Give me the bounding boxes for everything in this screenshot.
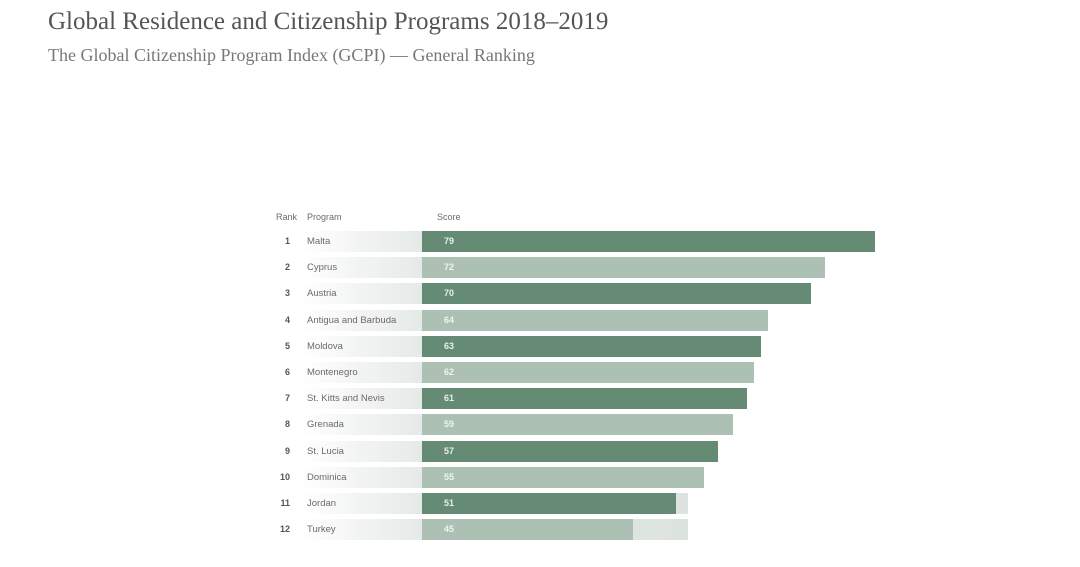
table-row: 10 Dominica 55: [270, 466, 970, 488]
program-label: St. Kitts and Nevis: [307, 393, 385, 405]
program-label: Cyprus: [307, 262, 338, 274]
program-label: Montenegro: [307, 367, 358, 378]
score-label: 70: [444, 288, 455, 299]
score-bar: 61: [422, 388, 747, 410]
table-row: 4 Antigua and Barbuda 64: [270, 309, 970, 331]
score-label: 45: [444, 524, 455, 535]
score-bar: 45: [422, 519, 633, 541]
score-label: 72: [444, 262, 455, 273]
program-label: Grenada: [307, 419, 344, 431]
header-rank: Rank: [276, 212, 298, 222]
program-label: St. Lucia: [307, 445, 344, 457]
rank-label: 3: [284, 288, 290, 299]
program-label: Austria: [307, 288, 337, 300]
score-bar: 57: [422, 440, 719, 462]
table-row: 1 Malta 79: [270, 231, 970, 252]
score-bar: 59: [422, 414, 733, 436]
score-bar: 72: [422, 257, 826, 279]
score-bar: 62: [422, 362, 755, 383]
header-program: Program: [307, 212, 342, 222]
score-label: 55: [444, 471, 455, 482]
table-row: 5 Moldova 63: [270, 335, 970, 357]
score-bar: 70: [422, 283, 811, 305]
rank-label: 9: [284, 445, 290, 456]
program-label: Dominica: [307, 471, 347, 483]
program-label: Antigua and Barbuda: [307, 314, 397, 326]
program-label: Jordan: [307, 498, 337, 509]
program-label: Moldova: [307, 340, 343, 352]
rank-label: 6: [284, 367, 290, 377]
score-label: 63: [444, 340, 455, 351]
score-label: 64: [444, 314, 455, 325]
rank-label: 4: [284, 314, 290, 325]
program-label: Turkey: [307, 524, 336, 536]
header-score: Score: [437, 212, 461, 222]
rank-label: 2: [284, 262, 290, 273]
rank-label: 1: [284, 236, 290, 246]
score-label: 59: [444, 419, 455, 430]
rank-label: 10: [279, 471, 290, 482]
score-label: 79: [444, 236, 455, 246]
score-bar: 64: [422, 309, 769, 331]
rank-label: 12: [279, 524, 290, 535]
score-bar: 79: [422, 231, 876, 252]
chart-subtitle: The Global Citizenship Program Index (GC…: [48, 45, 535, 65]
program-label: Malta: [307, 236, 331, 247]
score-bar: 55: [422, 466, 705, 488]
score-label: 51: [444, 498, 455, 508]
table-row: 3 Austria 70: [270, 283, 970, 305]
score-label: 57: [444, 445, 455, 456]
rank-label: 7: [284, 393, 290, 404]
score-bar: 51: [422, 493, 676, 514]
table-row: 2 Cyprus 72: [270, 257, 970, 279]
table-row: 7 St. Kitts and Nevis 61: [270, 388, 970, 410]
score-bar: 63: [422, 335, 762, 357]
table-row: 6 Montenegro 62: [270, 362, 970, 383]
score-label: 62: [444, 367, 455, 377]
chart-title: Global Residence and Citizenship Program…: [48, 8, 609, 35]
table-row: 8 Grenada 59: [270, 414, 970, 436]
rank-label: 5: [284, 340, 290, 351]
rank-label: 11: [280, 498, 290, 508]
table-row: 11 Jordan 51: [270, 493, 970, 514]
score-label: 61: [444, 393, 455, 404]
table-row: 9 St. Lucia 57: [270, 440, 970, 462]
table-row: 12 Turkey 45: [270, 519, 970, 541]
rank-label: 8: [284, 419, 290, 430]
